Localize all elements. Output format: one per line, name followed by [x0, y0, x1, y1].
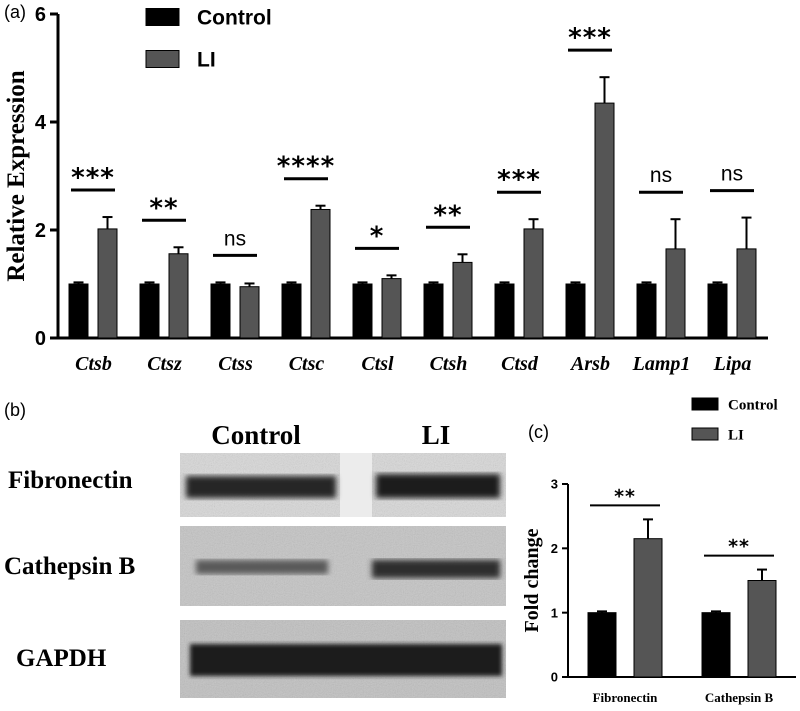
y-tick-label: 6 [35, 4, 46, 26]
bar-li [633, 538, 663, 678]
blot-fibronectin [180, 453, 506, 517]
y-tick-label: 2 [551, 541, 558, 556]
panel-c-label: (c) [528, 422, 549, 442]
blot-row-gapdh: GAPDH [16, 645, 107, 672]
bar-control [494, 283, 515, 339]
significance-label: ** [728, 536, 750, 558]
chart-c: 0 1 2 3 Fold change ** Fibronectin ** Cathepsin … [521, 397, 796, 705]
legend-swatch-li [691, 427, 719, 441]
x-tick-label: Ctsb [75, 353, 112, 375]
panel-a-label: (a) [4, 2, 26, 22]
legend-swatch-control [145, 8, 180, 26]
y-tick-label: 2 [35, 220, 46, 242]
legend-swatch-control [691, 397, 719, 411]
significance-label: *** [71, 163, 115, 193]
y-tick-label: 3 [551, 477, 558, 492]
bar-li [239, 286, 260, 339]
y-tick-label: 4 [35, 112, 47, 134]
bar-li [168, 253, 189, 339]
legend-label-control: Control [728, 397, 778, 413]
y-tick-label: 0 [551, 670, 558, 685]
y-axis-label: Fold change [521, 528, 543, 632]
blot-row-fibronectin: Fibronectin [8, 467, 133, 494]
bar-li [523, 228, 544, 339]
legend-swatch-li [145, 50, 180, 68]
bar-control [587, 612, 617, 678]
legend-label-li: LI [728, 427, 744, 443]
x-tick-label: Ctss [218, 353, 253, 375]
bar-li [594, 102, 615, 339]
x-tick-label: Arsb [569, 353, 610, 375]
bar-li [310, 208, 331, 339]
legend-label-li: LI [197, 49, 216, 72]
bar-control [565, 283, 586, 339]
x-tick-label: Lamp1 [632, 353, 691, 375]
blot-column-control: Control [211, 420, 301, 450]
significance-label: ns [721, 163, 743, 186]
significance-label: ** [614, 485, 636, 507]
blot-gapdh [180, 620, 506, 698]
y-tick-label: 0 [35, 328, 46, 350]
blot-cathepsin-b [180, 526, 506, 606]
x-tick-label: Ctsc [289, 353, 325, 375]
bar-li [736, 248, 757, 339]
significance-label: **** [277, 152, 335, 182]
significance-label: ns [224, 227, 246, 250]
significance-label: *** [568, 23, 612, 53]
bar-control [423, 283, 444, 339]
y-axis-label: Relative Expression [3, 70, 30, 281]
significance-label: ns [650, 164, 672, 187]
x-tick-label: Ctsl [361, 353, 394, 375]
blot-column-li: LI [422, 420, 451, 450]
x-tick-label: Ctsh [430, 353, 468, 375]
x-tick-label: Ctsd [501, 353, 539, 375]
legend-label-control: Control [197, 7, 272, 30]
x-tick-label: Cathepsin B [705, 690, 774, 705]
bar-li [381, 278, 402, 339]
significance-label: ** [149, 193, 178, 223]
x-tick-label: Lipa [713, 353, 752, 375]
bar-li [747, 580, 777, 678]
x-tick-label: Fibronectin [593, 690, 659, 705]
significance-label: * [370, 221, 385, 251]
bar-li [452, 261, 473, 339]
bar-control [139, 283, 160, 339]
bar-control [707, 283, 728, 339]
x-tick-label: Ctsz [147, 353, 182, 375]
bar-control [281, 283, 302, 339]
bar-control [68, 283, 89, 339]
blot-row-cathepsin-b: Cathepsin B [4, 553, 135, 580]
bar-control [636, 283, 657, 339]
bar-control [701, 612, 731, 678]
bar-li [665, 248, 686, 339]
bar-li [97, 228, 118, 339]
y-tick-label: 1 [551, 605, 558, 620]
significance-label: *** [497, 165, 541, 195]
panel-b-label: (b) [4, 400, 26, 420]
significance-label: ** [433, 200, 462, 230]
bar-control [210, 283, 231, 339]
bar-control [352, 283, 373, 339]
